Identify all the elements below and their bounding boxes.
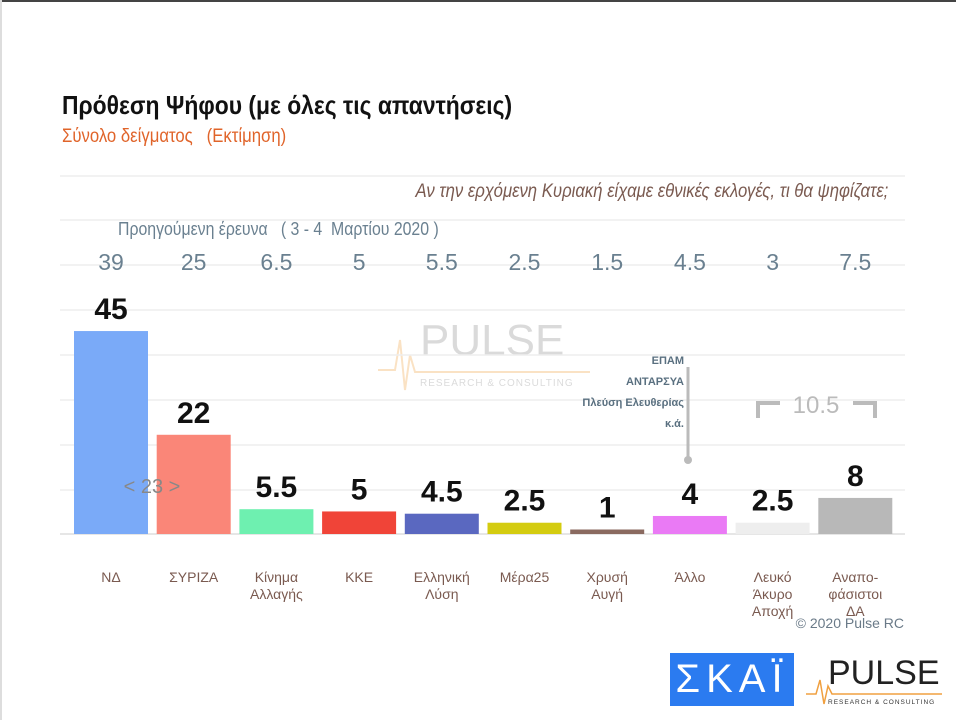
previous-value: 39 — [98, 249, 124, 275]
survey-question: Αν την ερχόμενη Κυριακή είχαμε εθνικές ε… — [415, 181, 888, 202]
other-party-1: ΕΠΑΜ — [652, 355, 684, 367]
value-label: 5 — [351, 473, 368, 506]
value-label: 5.5 — [256, 471, 298, 504]
pulse-logo-sub: RESEARCH & CONSULTING — [828, 699, 935, 706]
value-label: 2.5 — [752, 485, 794, 518]
watermark-text: PULSE — [420, 316, 564, 365]
previous-value: 1.5 — [591, 249, 623, 275]
previous-value: 5 — [353, 249, 366, 275]
bar — [570, 529, 645, 534]
bar — [487, 522, 562, 534]
left-border — [0, 0, 2, 720]
watermark: PULSE RESEARCH & CONSULTING — [378, 316, 590, 391]
pulse-logo-text: PULSE — [828, 654, 940, 692]
other-annotation-dot — [684, 456, 692, 464]
category-label: ΔΑ — [846, 603, 865, 619]
category-label: ΣΥΡΙΖΑ — [169, 569, 219, 585]
previous-value: 3 — [766, 249, 779, 275]
value-label: 4 — [682, 478, 699, 511]
chart-title: Πρόθεση Ψήφου (με όλες τις απαντήσεις) — [62, 90, 513, 120]
skai-logo: ΣΚΑΪ — [670, 653, 794, 706]
previous-value: 2.5 — [509, 249, 541, 275]
previous-value: 4.5 — [674, 249, 706, 275]
value-label: 22 — [177, 397, 210, 430]
category-label: ΝΔ — [101, 569, 120, 585]
pulse-logo: PULSE RESEARCH & CONSULTING — [806, 654, 942, 706]
value-label: 45 — [94, 293, 127, 326]
other-party-4: κ.ά. — [665, 418, 684, 430]
bar — [322, 511, 397, 534]
top-border — [0, 0, 956, 2]
copyright: © 2020 Pulse RC — [795, 615, 904, 631]
category-label: Άλλο — [674, 569, 705, 585]
category-label: Μέρα25 — [500, 569, 550, 585]
previous-survey-label: Προηγούμενη έρευνα ( 3 - 4 Μαρτίου 2020 … — [118, 219, 439, 239]
bar — [652, 515, 727, 534]
previous-value: 25 — [181, 249, 207, 275]
value-label: 8 — [847, 460, 864, 493]
category-label: Ελληνική — [414, 569, 470, 585]
category-label: Αποχή — [752, 603, 793, 619]
bar — [74, 331, 148, 534]
category-label: Αυγή — [591, 586, 623, 602]
category-label: Άκυρο — [753, 586, 793, 602]
watermark-sub: RESEARCH & CONSULTING — [420, 378, 574, 389]
category-label: ΚΚΕ — [345, 569, 373, 585]
previous-value: 7.5 — [839, 249, 871, 275]
bar — [239, 509, 314, 534]
bar — [818, 497, 893, 534]
sum-bracket — [756, 401, 877, 418]
value-label: 1 — [599, 491, 616, 524]
value-label: 2.5 — [504, 485, 546, 518]
previous-value: 6.5 — [260, 249, 292, 275]
other-party-3: Πλεύση Ελευθερίας — [582, 397, 684, 409]
chart-subtitle: Σύνολο δείγματος (Εκτίμηση) — [62, 126, 287, 147]
category-label: Λευκό — [754, 569, 792, 585]
sum-annotation: 10.5 — [793, 392, 840, 419]
category-label: Χρυσή — [587, 569, 628, 585]
value-label: 4.5 — [421, 476, 463, 509]
gap-annotation: < 23 > — [124, 476, 181, 498]
other-party-2: ΑΝΤΑΡΣΥΑ — [626, 376, 684, 388]
category-label: φάσιστοι — [828, 586, 882, 602]
bar — [404, 513, 479, 534]
category-label: Αλλαγής — [250, 586, 303, 602]
category-label: Αναπο- — [832, 569, 878, 585]
category-label: Κίνημα — [255, 569, 298, 585]
category-label: Λύση — [425, 586, 458, 602]
previous-value: 5.5 — [426, 249, 458, 275]
bar — [735, 522, 810, 534]
bar — [156, 434, 231, 534]
